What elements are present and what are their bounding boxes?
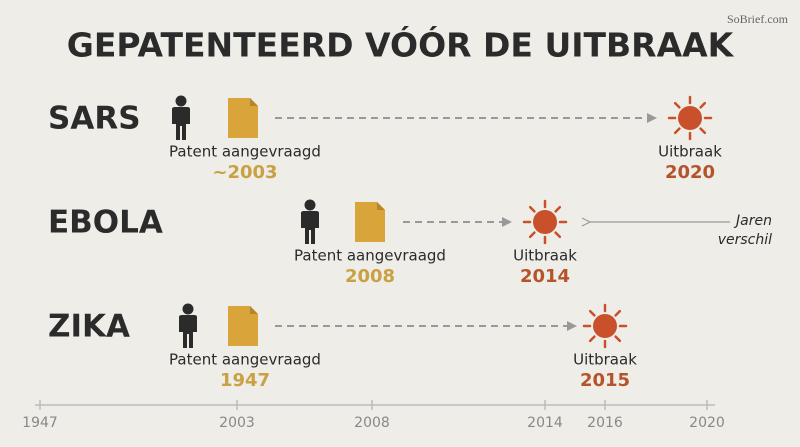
timeline-tick-label: 1947 [22, 415, 58, 431]
document-icon [355, 202, 385, 242]
person-head [175, 95, 187, 107]
sun-core [533, 210, 557, 234]
person-body [172, 107, 190, 140]
patent-year: 1947 [220, 370, 270, 391]
document-fold [250, 306, 258, 314]
person-head [182, 303, 194, 315]
sun-ray [673, 101, 681, 109]
sun-core [593, 314, 617, 338]
disease-name: ZIKA [48, 309, 130, 345]
sun-ray [614, 309, 622, 317]
annotation-text: Jaren [733, 213, 772, 229]
sun-icon [667, 95, 713, 141]
sun-ray [614, 335, 622, 343]
patent-label: Patent aangevraagd [169, 143, 321, 161]
patent-year: 2008 [345, 266, 395, 287]
timeline-tick-label: 2008 [354, 415, 390, 431]
timeline-tick-label: 2014 [527, 415, 563, 431]
annotation-text: verschil [718, 232, 772, 248]
sun-ray [588, 309, 596, 317]
watermark: SoBrief.com [727, 12, 789, 26]
person-icon [301, 199, 319, 244]
document-icon [228, 306, 258, 346]
outbreak-year: 2014 [520, 266, 570, 287]
document-icon [228, 98, 258, 138]
outbreak-label: Uitbraak [573, 351, 637, 369]
sun-ray [699, 101, 707, 109]
sun-ray [699, 127, 707, 135]
sun-ray [528, 205, 536, 213]
sun-ray [673, 127, 681, 135]
outbreak-label: Uitbraak [658, 143, 722, 161]
patent-label: Patent aangevraagd [169, 351, 321, 369]
sun-ray [554, 205, 562, 213]
sun-icon [522, 199, 568, 245]
sun-ray [554, 231, 562, 239]
person-body [301, 211, 319, 244]
timeline-tick-label: 2003 [219, 415, 255, 431]
disease-name: EBOLA [48, 205, 163, 241]
person-body [179, 315, 197, 348]
sun-core [678, 106, 702, 130]
sun-ray [588, 335, 596, 343]
person-head [304, 199, 316, 211]
outbreak-label: Uitbraak [513, 247, 577, 265]
document-fold [377, 202, 385, 210]
outbreak-year: 2015 [580, 370, 630, 391]
document-shape [355, 202, 385, 242]
timeline-tick-label: 2020 [689, 415, 725, 431]
sun-icon [582, 303, 628, 349]
patent-label: Patent aangevraagd [294, 247, 446, 265]
person-icon [179, 303, 197, 348]
document-fold [250, 98, 258, 106]
document-shape [228, 98, 258, 138]
person-icon [172, 95, 190, 140]
sun-ray [528, 231, 536, 239]
patent-year: ~2003 [212, 162, 277, 183]
disease-name: SARS [48, 101, 141, 137]
title: GEPATENTEERD VÓÓR DE UITBRAAK [67, 25, 735, 65]
document-shape [228, 306, 258, 346]
outbreak-year: 2020 [665, 162, 715, 183]
timeline-tick-label: 2016 [587, 415, 623, 431]
